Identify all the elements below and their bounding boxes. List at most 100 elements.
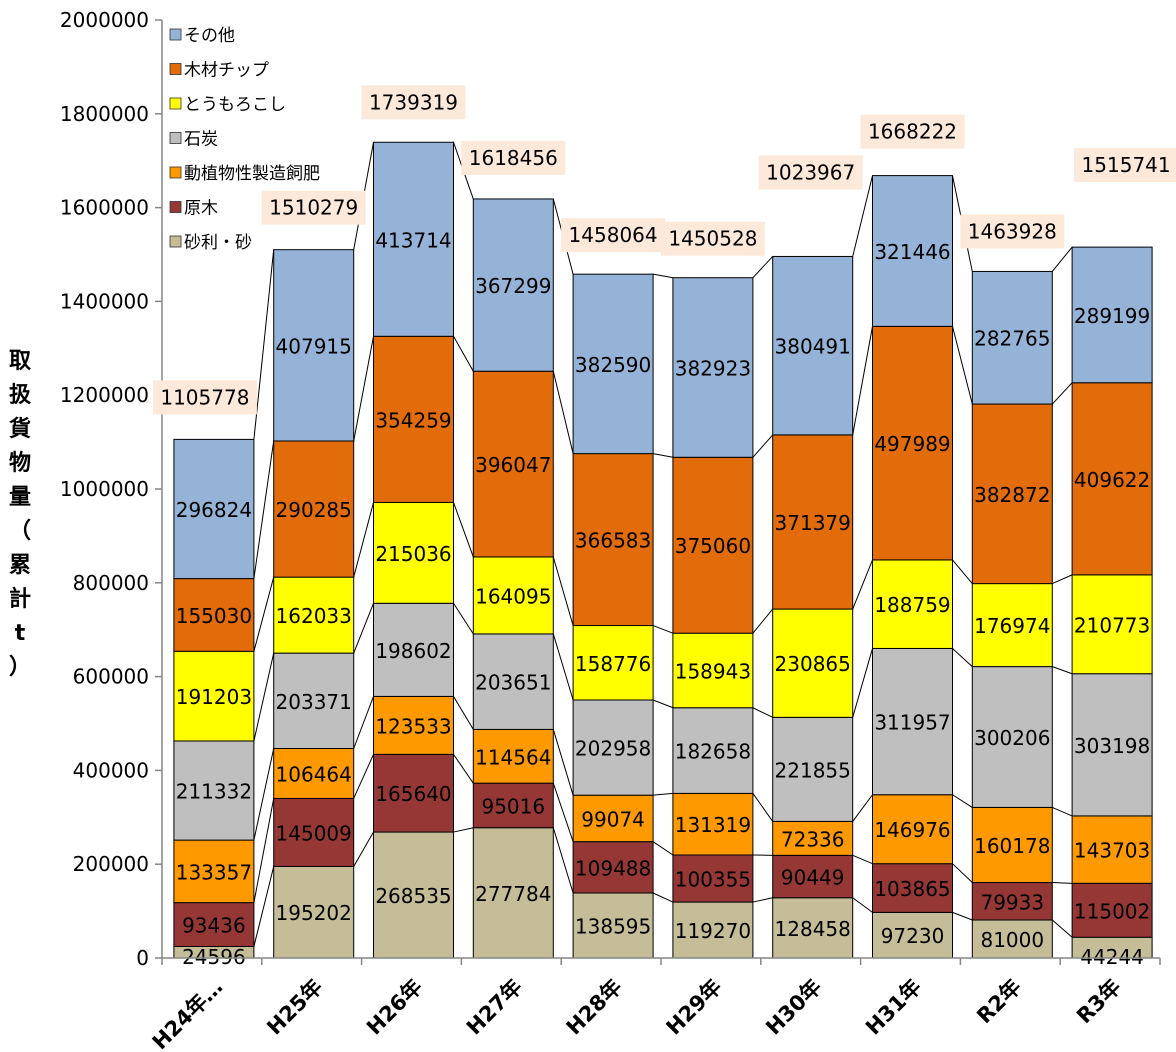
total-label-box	[1074, 148, 1176, 183]
total-label-box	[960, 214, 1065, 249]
x-tick-label: H26年	[362, 975, 427, 1040]
bar-segment	[173, 578, 255, 652]
bar-segment	[373, 602, 454, 697]
bar-segment	[872, 175, 953, 327]
bar-segment	[472, 633, 554, 730]
series-connector	[652, 625, 674, 634]
bar-segment	[1071, 382, 1153, 576]
bar-segment	[173, 650, 255, 742]
x-tick-label: H25年	[262, 975, 327, 1040]
total-label: 1023967	[766, 160, 855, 184]
legend-swatch	[169, 201, 182, 213]
total-label-box	[261, 190, 366, 225]
x-tick-label: R3年	[1072, 975, 1126, 1029]
bar-value-label: 106464	[276, 762, 352, 786]
series-connector	[653, 453, 673, 458]
series-connector	[752, 256, 774, 279]
series-connector	[552, 633, 574, 701]
series-connector	[253, 249, 275, 440]
series-connector	[453, 696, 474, 730]
bar-segment	[572, 794, 654, 843]
total-label-box	[152, 380, 257, 415]
series-connector	[952, 863, 973, 883]
bar-segment	[971, 270, 1053, 405]
series-connector	[852, 897, 873, 913]
bar-segment	[173, 438, 255, 580]
series-connector	[353, 603, 374, 654]
bar-value-label: 191203	[176, 685, 252, 709]
legend-swatch	[169, 28, 182, 41]
bar-segment	[273, 652, 355, 750]
bar-value-label: 375060	[675, 534, 751, 558]
total-label: 1450528	[668, 227, 757, 251]
y-axis-label-char: 扱	[8, 383, 31, 408]
bar-value-label: 215036	[375, 542, 451, 566]
bar-value-label: 97230	[881, 924, 945, 948]
bar-value-label: 195202	[276, 901, 352, 925]
x-tick-label: R2年	[972, 975, 1026, 1029]
bar-value-label: 131319	[675, 813, 751, 837]
series-connector	[752, 793, 774, 822]
series-connector	[1051, 246, 1073, 272]
bar-segment	[1071, 815, 1153, 884]
series-connector	[752, 897, 773, 903]
bar-value-label: 396047	[475, 453, 551, 477]
bar-segment	[1071, 574, 1153, 675]
legend-label: とうもろこし	[184, 95, 286, 115]
bar-segment	[373, 695, 454, 755]
bar-segment	[971, 583, 1053, 668]
bar-value-label: 109488	[575, 856, 651, 880]
bar-value-label: 211332	[176, 780, 252, 804]
bar-value-label: 128458	[775, 917, 851, 941]
bar-value-label: 138595	[575, 914, 651, 938]
series-connector	[552, 729, 574, 796]
bar-segment	[672, 456, 754, 634]
bar-value-label: 146976	[874, 818, 950, 842]
series-connector	[653, 792, 673, 796]
bar-value-label: 103865	[874, 877, 950, 901]
y-tick-label: 0	[136, 946, 149, 970]
series-connector	[353, 831, 374, 867]
bar-value-label: 44244	[1080, 945, 1144, 969]
series-connector	[453, 502, 474, 558]
bar-value-label: 380491	[775, 335, 851, 359]
bar-segment	[872, 794, 953, 865]
series-connector	[852, 854, 873, 865]
bar-segment	[872, 863, 953, 913]
y-tick-label: 1600000	[60, 196, 149, 220]
series-connector	[1052, 882, 1073, 884]
legend-swatch	[169, 166, 182, 179]
series-connector	[552, 782, 574, 842]
bar-value-label: 100355	[675, 868, 751, 892]
bar-segment	[572, 625, 654, 701]
series-connector	[353, 696, 374, 749]
bar-value-label: 164095	[475, 584, 551, 608]
bar-segment	[373, 501, 454, 604]
bar-value-label: 165640	[375, 782, 451, 806]
series-connector	[852, 559, 873, 610]
bar-value-label: 145009	[276, 821, 352, 845]
bar-value-label: 182658	[675, 740, 751, 764]
bar-value-label: 162033	[276, 604, 352, 628]
bar-value-label: 160178	[974, 834, 1050, 858]
series-connector	[1051, 919, 1073, 938]
bar-segment	[672, 632, 754, 709]
y-tick-label: 1400000	[60, 289, 149, 313]
series-connector	[852, 175, 873, 257]
bar-value-label: 290285	[276, 498, 352, 522]
bar-value-label: 72336	[781, 827, 845, 851]
y-tick-label: 800000	[73, 571, 149, 595]
bar-value-label: 115002	[1074, 899, 1150, 923]
bar-segment	[772, 255, 854, 436]
legend-label: 原木	[184, 199, 218, 219]
series-connector	[852, 794, 873, 822]
bar-segment	[472, 370, 554, 558]
bar-value-label: 198602	[375, 639, 451, 663]
bar-value-label: 158943	[675, 659, 751, 683]
series-connector	[952, 559, 973, 584]
bar-segment	[672, 792, 754, 856]
bar-value-label: 382590	[575, 353, 651, 377]
bar-segment	[1071, 673, 1153, 817]
bar-value-label: 382872	[974, 483, 1050, 507]
bar-value-label: 409622	[1074, 468, 1150, 492]
